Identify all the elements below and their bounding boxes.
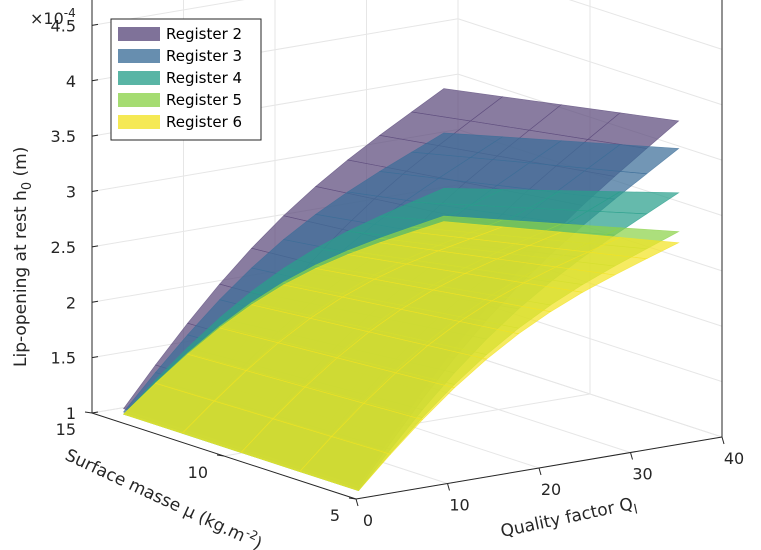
x-tick-mark: [447, 483, 450, 491]
y-tick-labels: 5 10 15: [56, 411, 357, 525]
z-axis-label: Lip-opening at rest h0 (m): [11, 147, 35, 367]
legend-label: Register 3: [166, 47, 242, 65]
x-tick-labels: 0 10 20 30 40: [355, 436, 744, 530]
surface-patch: [586, 191, 680, 215]
z-tick-label: 1.5: [51, 349, 76, 368]
surface-patch: [587, 144, 680, 175]
z-tick-mark: [91, 79, 99, 82]
y-tick-label: 15: [56, 420, 76, 439]
x-tick-label: 30: [632, 465, 652, 484]
y-tick-label: 10: [188, 463, 208, 482]
legend-swatch: [118, 115, 160, 129]
z-tick-label: 4: [66, 72, 76, 91]
legend-label: Register 4: [166, 69, 242, 87]
x-tick-label: 10: [449, 496, 469, 515]
surface-register-6: [122, 221, 680, 492]
z-tick-mark: [91, 356, 99, 359]
z-tick-mark: [91, 245, 99, 248]
x-tick-mark: [355, 498, 359, 507]
surfaces: [122, 88, 680, 492]
x-tick-mark: [538, 467, 542, 476]
legend-label: Register 6: [166, 113, 242, 131]
y-axis-label: Surface masse μ (kg.m-2): [62, 443, 266, 550]
legend-swatch: [118, 49, 160, 63]
legend: Register 2 Register 3 Register 4 Register 5…: [110, 18, 262, 141]
z-tick-label: 2.5: [51, 238, 76, 257]
z-tick-label: 4.5: [51, 16, 76, 35]
legend-label: Register 2: [166, 25, 242, 43]
y-tick-mark: [216, 454, 225, 457]
x-tick-mark: [721, 436, 725, 445]
y-tick-mark: [348, 497, 357, 500]
z-exponent: ×10-4: [30, 6, 76, 28]
y-tick-label: 5: [330, 506, 340, 525]
z-tick-mark: [91, 23, 99, 26]
z-tick-label: 3.5: [51, 127, 76, 146]
y-tick-mark: [84, 411, 93, 414]
legend-label: Register 5: [166, 91, 242, 109]
legend-swatch: [118, 27, 160, 41]
x-tick-label: 40: [724, 449, 744, 468]
gridline-z-back: [91, 0, 245, 26]
x-tick-label: 0: [363, 511, 373, 530]
legend-swatch: [118, 71, 160, 85]
z-tick-label: 3: [66, 183, 76, 202]
z-tick-label: 2: [66, 293, 76, 312]
z-tick-mark: [91, 190, 99, 192]
x-tick-label: 20: [541, 480, 561, 499]
z-tick-label: 1: [66, 404, 76, 423]
z-tick-mark: [91, 134, 99, 137]
z-tick-mark: [91, 411, 99, 414]
surface-patch: [586, 237, 680, 260]
z-tick-labels: 11.522.533.544.55: [51, 16, 99, 423]
legend-swatch: [118, 93, 160, 107]
x-axis-label: Quality factor Ql: [499, 494, 639, 546]
surface-patch: [587, 112, 680, 149]
x-tick-mark: [630, 452, 633, 460]
z-tick-mark: [91, 300, 99, 303]
